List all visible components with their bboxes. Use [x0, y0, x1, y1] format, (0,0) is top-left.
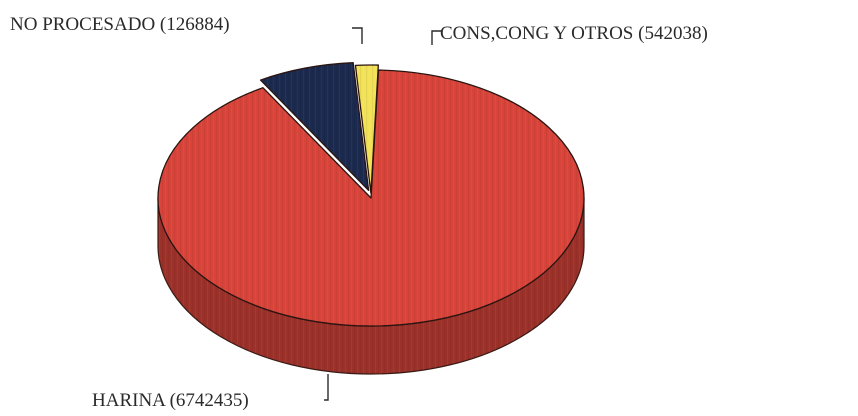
leader-line-harina [324, 374, 329, 401]
slice-texture-no-procesado [355, 65, 379, 194]
slice-label-cons-cong-otros: CONS,CONG Y OTROS (542038) [440, 23, 708, 44]
leader-line-cons-cong-otros [431, 30, 442, 45]
slice-label-no-procesado: NO PROCESADO (126884) [10, 14, 230, 35]
slice-texture-cons-cong-y-otros [260, 62, 369, 191]
slice-texture-harina [157, 70, 584, 326]
slice-side-texture-harina [158, 198, 584, 374]
slice-label-harina: HARINA (6742435) [92, 390, 249, 411]
leader-line-no-procesado [352, 27, 363, 44]
pie-slices [157, 62, 585, 375]
